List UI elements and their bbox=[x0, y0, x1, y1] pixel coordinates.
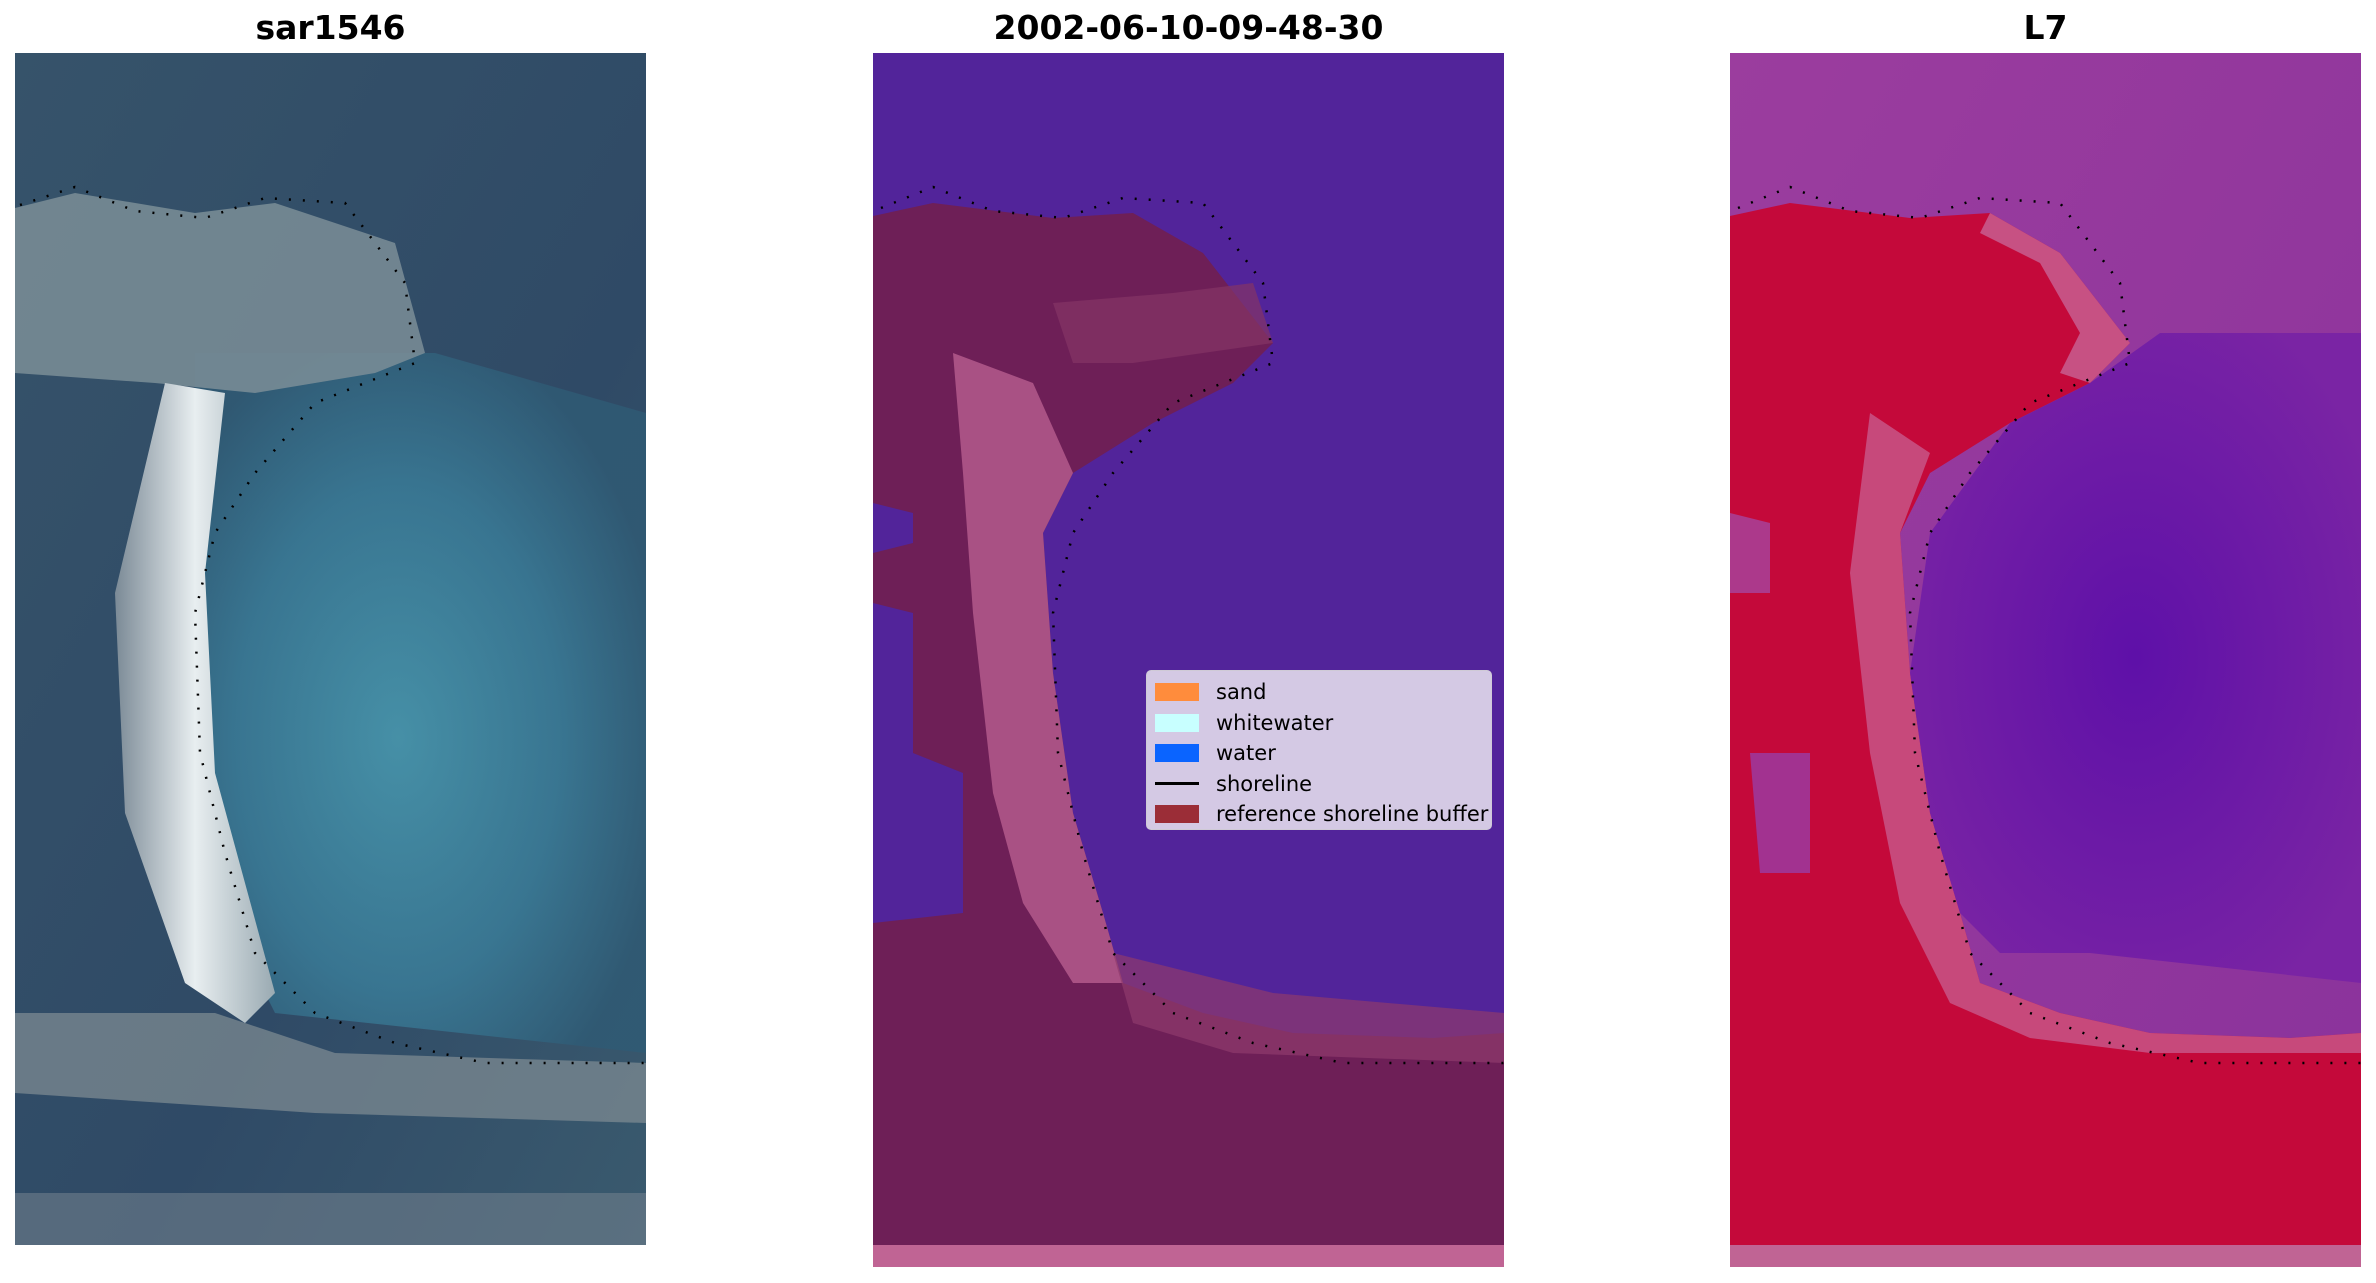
legend-swatch-water bbox=[1155, 744, 1199, 763]
rgb-image-panel bbox=[15, 53, 646, 1245]
shoreline-trace bbox=[880, 185, 1504, 1065]
legend-label-whitewater: whitewater bbox=[1216, 710, 1334, 735]
shoreline-trace bbox=[1737, 185, 2361, 1065]
legend-line-shoreline bbox=[1155, 782, 1199, 786]
legend-item-whitewater: whitewater bbox=[1155, 708, 1483, 739]
legend-label-water: water bbox=[1216, 741, 1276, 766]
legend: sand whitewater water shoreline referenc… bbox=[1146, 670, 1492, 830]
legend-label-sand: sand bbox=[1216, 680, 1267, 705]
shoreline-trace bbox=[19, 185, 646, 1065]
rgb-image bbox=[15, 53, 646, 1245]
legend-label-buffer: reference shoreline buffer bbox=[1216, 802, 1489, 827]
legend-item-sand: sand bbox=[1155, 677, 1483, 708]
legend-swatch-buffer bbox=[1155, 805, 1199, 824]
legend-item-shoreline: shoreline bbox=[1155, 769, 1483, 800]
legend-label-shoreline: shoreline bbox=[1216, 771, 1313, 796]
legend-item-buffer: reference shoreline buffer bbox=[1155, 799, 1488, 830]
legend-swatch-whitewater bbox=[1155, 713, 1199, 732]
mndwi-panel bbox=[1730, 53, 2361, 1267]
panel-title-classification: 2002-06-10-09-48-30 bbox=[993, 8, 1384, 47]
mndwi-image bbox=[1730, 53, 2361, 1267]
panel-title-rgb: sar1546 bbox=[255, 8, 406, 47]
legend-swatch-sand bbox=[1155, 683, 1199, 702]
classification-image bbox=[873, 53, 1504, 1267]
panel-title-mndwi: L7 bbox=[2023, 8, 2068, 47]
classification-panel bbox=[873, 53, 1504, 1267]
legend-item-water: water bbox=[1155, 738, 1483, 769]
